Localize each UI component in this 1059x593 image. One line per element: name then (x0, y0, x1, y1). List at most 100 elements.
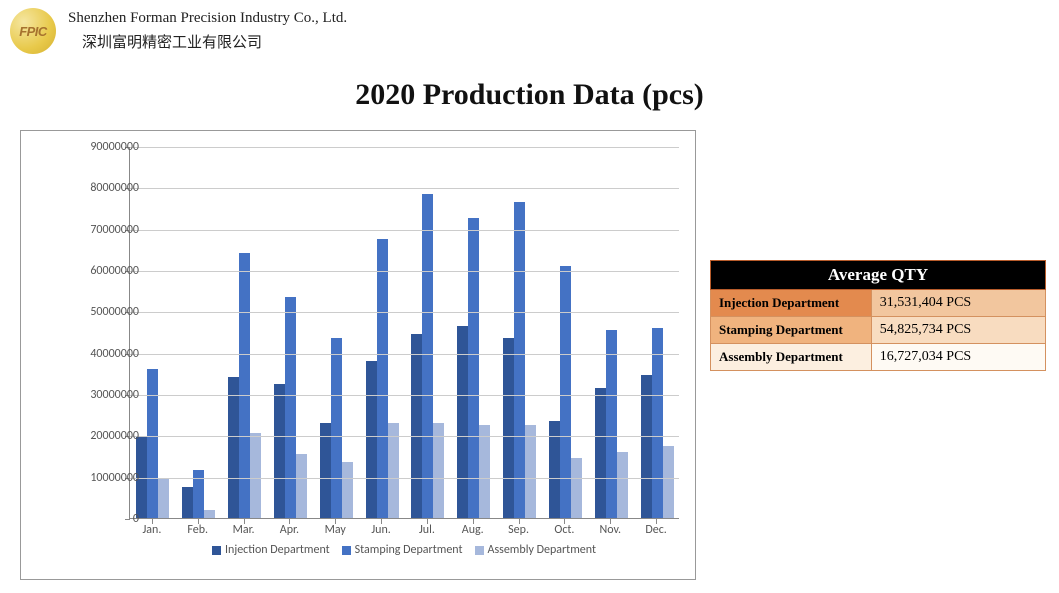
bar (606, 330, 617, 518)
bar-group (411, 194, 444, 518)
bar (147, 369, 158, 518)
bar (204, 510, 215, 518)
xtick-mark (473, 519, 474, 524)
bar-group (366, 239, 399, 518)
xtick-mark (381, 519, 382, 524)
xtick-label: Jan. (142, 523, 161, 537)
xtick-label: Feb. (187, 523, 208, 537)
ytick-label: 90000000 (39, 140, 139, 154)
ytick-label: 20000000 (39, 429, 139, 443)
chart-bars (130, 147, 679, 518)
xtick-label: Jul. (419, 523, 435, 537)
chart-legend: Injection Department Stamping Department A… (129, 543, 679, 559)
legend-item: Assembly Department (475, 543, 596, 557)
chart-gridline (130, 395, 679, 396)
bar (366, 361, 377, 518)
bar-group (274, 297, 307, 518)
xtick-mark (198, 519, 199, 524)
table-row: Injection Department31,531,404 PCS (711, 290, 1046, 317)
chart-gridline (130, 354, 679, 355)
bar (617, 452, 628, 518)
company-logo: FPIC (10, 8, 56, 54)
ytick-label: 30000000 (39, 388, 139, 402)
legend-item: Stamping Department (342, 543, 463, 557)
bar (228, 377, 239, 518)
value-cell: 16,727,034 PCS (871, 344, 1045, 371)
legend-swatch (212, 546, 221, 555)
bar-group (549, 266, 582, 518)
bar (285, 297, 296, 518)
bar-group (320, 338, 353, 518)
ytick-label: 80000000 (39, 181, 139, 195)
legend-item: Injection Department (212, 543, 330, 557)
ytick-label: 60000000 (39, 264, 139, 278)
xtick-label: Sep. (508, 523, 529, 537)
bar (525, 425, 536, 518)
xtick-mark (656, 519, 657, 524)
ytick-label: 10000000 (39, 471, 139, 485)
bar (560, 266, 571, 518)
bar (377, 239, 388, 518)
chart-gridline (130, 436, 679, 437)
xtick-mark (427, 519, 428, 524)
bar (274, 384, 285, 518)
bar-group (595, 330, 628, 518)
bar (663, 446, 674, 518)
bar (514, 202, 525, 518)
chart-gridline (130, 188, 679, 189)
bar (411, 334, 422, 518)
dept-cell: Injection Department (711, 290, 872, 317)
xtick-label: Oct. (554, 523, 574, 537)
bar (250, 433, 261, 518)
bar (468, 218, 479, 518)
bar (503, 338, 514, 518)
xtick-mark (610, 519, 611, 524)
ytick-label: 50000000 (39, 305, 139, 319)
dept-cell: Assembly Department (711, 344, 872, 371)
xtick-label: Jun. (371, 523, 390, 537)
ytick-label: 40000000 (39, 347, 139, 361)
bar (652, 328, 663, 518)
legend-swatch (342, 546, 351, 555)
value-cell: 31,531,404 PCS (871, 290, 1045, 317)
page-title: 2020 Production Data (pcs) (0, 78, 1059, 112)
bar (595, 388, 606, 518)
bar (158, 479, 169, 518)
ytick-label: 70000000 (39, 223, 139, 237)
bar (641, 375, 652, 518)
table-row: Stamping Department54,825,734 PCS (711, 317, 1046, 344)
xtick-label: Apr. (280, 523, 299, 537)
xtick-label: May (325, 523, 346, 537)
bar (479, 425, 490, 518)
xtick-mark (519, 519, 520, 524)
xtick-mark (335, 519, 336, 524)
bar (331, 338, 342, 518)
legend-label: Assembly Department (488, 543, 596, 557)
bar-group (457, 218, 490, 518)
xtick-label: Aug. (462, 523, 484, 537)
chart-gridline (130, 230, 679, 231)
chart-gridline (130, 147, 679, 148)
xtick-mark (564, 519, 565, 524)
bar (342, 462, 353, 518)
bar (182, 487, 193, 518)
ytick-label: 0 (39, 512, 139, 526)
chart-plot-area (129, 147, 679, 519)
xtick-label: Nov. (600, 523, 622, 537)
xtick-mark (152, 519, 153, 524)
xtick-mark (289, 519, 290, 524)
company-name-cn: 深圳富明精密工业有限公司 (82, 31, 347, 52)
dept-cell: Stamping Department (711, 317, 872, 344)
legend-swatch (475, 546, 484, 555)
production-chart: 0 10000000 20000000 30000000 40000000 5000000… (20, 130, 696, 580)
xtick-mark (244, 519, 245, 524)
legend-label: Stamping Department (355, 543, 463, 557)
bar (422, 194, 433, 518)
bar (296, 454, 307, 518)
chart-gridline (130, 478, 679, 479)
xtick-label: Mar. (233, 523, 255, 537)
average-qty-table: Average QTY Injection Department31,531,4… (710, 260, 1046, 371)
company-name-en: Shenzhen Forman Precision Industry Co., … (68, 10, 347, 27)
xtick-label: Dec. (645, 523, 666, 537)
value-cell: 54,825,734 PCS (871, 317, 1045, 344)
